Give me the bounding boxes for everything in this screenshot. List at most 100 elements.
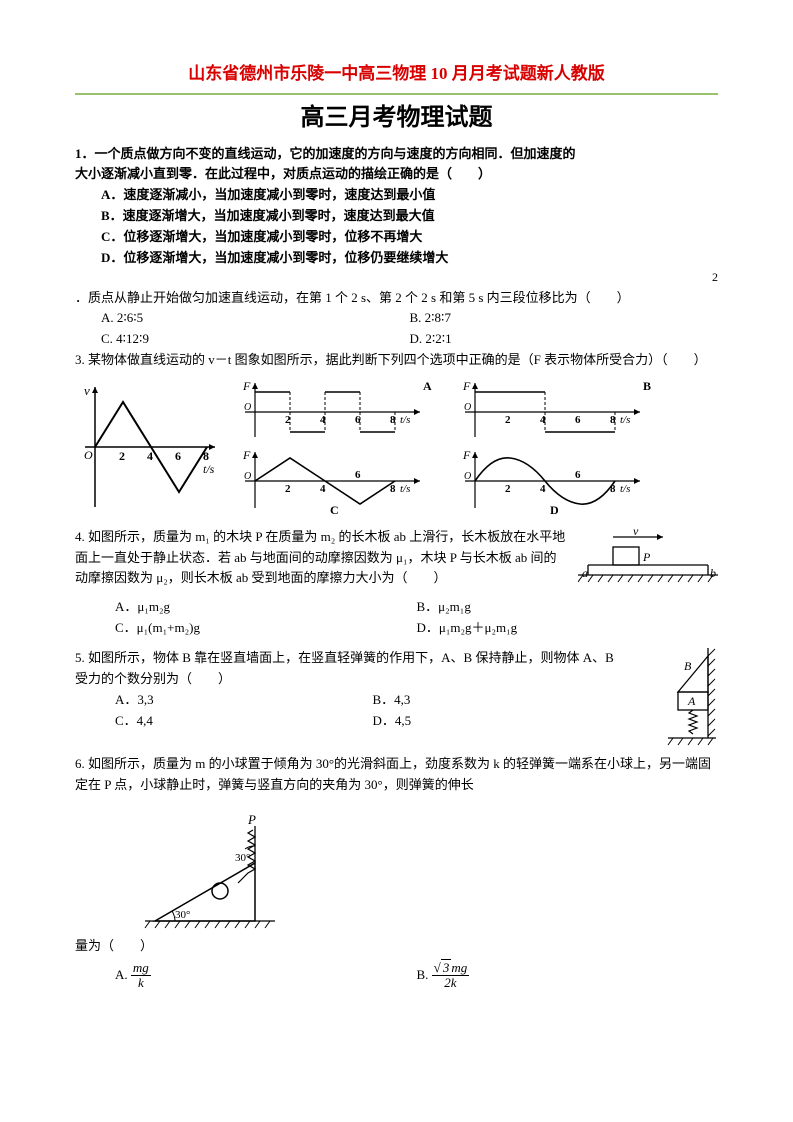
svg-text:t/s: t/s [620, 483, 630, 495]
svg-text:C: C [330, 503, 339, 516]
q1-option-B: B．速度逐渐增大，当加速度减小到零时，速度达到最大值 [75, 206, 718, 227]
q3-charts-row: v O 2 4 6 8 t/s F [75, 377, 718, 517]
q2-options-row2: C. 4∶12∶9 D. 2∶2∶1 [75, 329, 718, 350]
doc-source-title: 山东省德州市乐陵一中高三物理 10 月月考试题新人教版 [75, 60, 718, 95]
q6-stem-end: 量为（ ） [75, 936, 718, 957]
svg-text:a: a [582, 566, 588, 580]
q4-option-B: B．μ₂m₁g [417, 597, 719, 618]
q4-option-D: D．μ₁m₂g＋μ₂m₁g [417, 618, 719, 639]
svg-text:4: 4 [147, 449, 153, 463]
q3-option-C-chart: F O 2 4 6 8 t/s C [235, 446, 435, 516]
q4-options-row2: C．μ₁(m₁+m₂)g D．μ₁m₂g＋μ₂m₁g [75, 618, 718, 639]
svg-text:30°: 30° [175, 909, 190, 921]
svg-text:6: 6 [355, 469, 361, 481]
q5-option-A: A．3,3 [115, 690, 373, 711]
svg-text:8: 8 [610, 483, 616, 495]
q6-option-A: A. mgk [115, 961, 417, 991]
svg-text:6: 6 [575, 414, 581, 426]
svg-text:6: 6 [355, 414, 361, 426]
svg-text:v: v [633, 527, 639, 538]
q4-option-C: C．μ₁(m₁+m₂)g [115, 618, 417, 639]
svg-text:t/s: t/s [400, 483, 410, 495]
svg-text:6: 6 [575, 469, 581, 481]
svg-text:F: F [242, 448, 251, 462]
q2-option-C: C. 4∶12∶9 [101, 329, 410, 350]
q5-figure: B A [638, 648, 718, 748]
svg-text:t/s: t/s [400, 414, 410, 426]
svg-text:2: 2 [505, 483, 511, 495]
q1-stem-1: 1．一个质点做方向不变的直线运动，它的加速度的方向与速度的方向相同．但加速度的 [75, 144, 718, 165]
svg-text:t/s: t/s [203, 462, 215, 476]
q1-option-C: C．位移逐渐增大，当加速度减小到零时，位移不再增大 [75, 227, 718, 248]
svg-text:F: F [242, 379, 251, 393]
svg-text:O: O [464, 402, 471, 413]
q6-B-label: B. [417, 967, 429, 982]
q1-stem-2: 大小逐渐减小直到零．在此过程中，对质点运动的描绘正确的是（ ） [75, 164, 718, 185]
svg-text:8: 8 [390, 414, 396, 426]
q5-stem: 5. 如图所示，物体 B 靠在竖直墙面上，在竖直轻弹簧的作用下，A、B 保持静止… [75, 648, 630, 690]
svg-text:30°: 30° [235, 852, 250, 864]
q2-number: 2 [75, 268, 718, 287]
svg-text:4: 4 [320, 414, 326, 426]
question-4: 4. 如图所示，质量为 m₁ 的木块 P 在质量为 m₂ 的长木板 ab 上滑行… [75, 527, 718, 597]
q2-options-row1: A. 2∶6∶5 B. 2∶8∶7 [75, 308, 718, 329]
doc-subtitle: 高三月考物理试题 [75, 99, 718, 137]
svg-text:4: 4 [540, 414, 546, 426]
question-1: 1．一个质点做方向不变的直线运动，它的加速度的方向与速度的方向相同．但加速度的 … [75, 144, 718, 269]
q6-A-label: A. [115, 967, 128, 982]
svg-text:O: O [244, 471, 251, 482]
q1-option-A: A．速度逐渐减小，当加速度减小到零时，速度达到最小值 [75, 185, 718, 206]
svg-text:P: P [247, 812, 256, 827]
svg-text:F: F [462, 448, 471, 462]
q5-option-D: D．4,5 [373, 711, 631, 732]
svg-text:F: F [462, 379, 471, 393]
q5-option-C: C．4,4 [115, 711, 373, 732]
q4-options-row1: A．μ₁m₂g B．μ₂m₁g [75, 597, 718, 618]
q3-main-chart: v O 2 4 6 8 t/s [75, 377, 225, 517]
q3-option-D-chart: F O 2 4 6 8 t/s D [455, 446, 655, 516]
svg-text:v: v [84, 383, 90, 398]
q6-A-num: mg [131, 961, 151, 976]
svg-text:2: 2 [505, 414, 511, 426]
q2-option-A: A. 2∶6∶5 [101, 308, 410, 329]
svg-text:4: 4 [540, 483, 546, 495]
q5-option-B: B．4,3 [373, 690, 631, 711]
q2-option-B: B. 2∶8∶7 [410, 308, 719, 329]
q6-B-den: 2k [432, 976, 470, 990]
svg-text:2: 2 [285, 414, 291, 426]
q6-stem: 6. 如图所示，质量为 m 的小球置于倾角为 30°的光滑斜面上，劲度系数为 k… [75, 754, 718, 796]
svg-text:8: 8 [203, 449, 209, 463]
q6-A-den: k [131, 976, 151, 990]
q3-option-A-chart: F O 2 4 6 8 t/s A [235, 377, 435, 442]
q5-options-row2: C．4,4 D．4,5 [75, 711, 630, 732]
svg-text:A: A [687, 694, 696, 708]
q6-option-B: B. 3mg 2k [417, 961, 719, 991]
svg-text:A: A [423, 379, 432, 393]
q4-figure: v P a b [578, 527, 718, 597]
svg-text:O: O [244, 402, 251, 413]
q1-option-D: D．位移逐渐增大，当加速度减小到零时，位移仍要继续增大 [75, 248, 718, 269]
q3-options-grid: F O 2 4 6 8 t/s A [235, 377, 655, 516]
svg-text:2: 2 [285, 483, 291, 495]
q6-B-rad: 3 [441, 959, 452, 975]
q5-options-row1: A．3,3 B．4,3 [75, 690, 630, 711]
q6-B-num-suffix: mg [451, 960, 467, 975]
svg-text:2: 2 [119, 449, 125, 463]
page: 山东省德州市乐陵一中高三物理 10 月月考试题新人教版 高三月考物理试题 1．一… [0, 0, 793, 1030]
svg-text:6: 6 [175, 449, 181, 463]
svg-text:4: 4 [320, 483, 326, 495]
svg-text:8: 8 [610, 414, 616, 426]
svg-text:O: O [464, 471, 471, 482]
svg-text:t/s: t/s [620, 414, 630, 426]
q6-options-row1: A. mgk B. 3mg 2k [75, 961, 718, 991]
q2-stem: ．质点从静止开始做匀加速直线运动，在第 1 个 2 s、第 2 个 2 s 和第… [75, 288, 718, 309]
q3-stem: 3. 某物体做直线运动的 v－t 图象如图所示，据此判断下列四个选项中正确的是（… [75, 350, 718, 371]
svg-text:P: P [642, 550, 651, 564]
q6-figure: P 30° 30° [135, 806, 718, 936]
question-5: 5. 如图所示，物体 B 靠在竖直墙面上，在竖直轻弹簧的作用下，A、B 保持静止… [75, 648, 718, 748]
q4-stem: 4. 如图所示，质量为 m₁ 的木块 P 在质量为 m₂ 的长木板 ab 上滑行… [75, 527, 568, 589]
svg-text:8: 8 [390, 483, 396, 495]
q6-B-num: 3mg [432, 961, 470, 976]
q2-option-D: D. 2∶2∶1 [410, 329, 719, 350]
svg-text:D: D [550, 503, 559, 516]
